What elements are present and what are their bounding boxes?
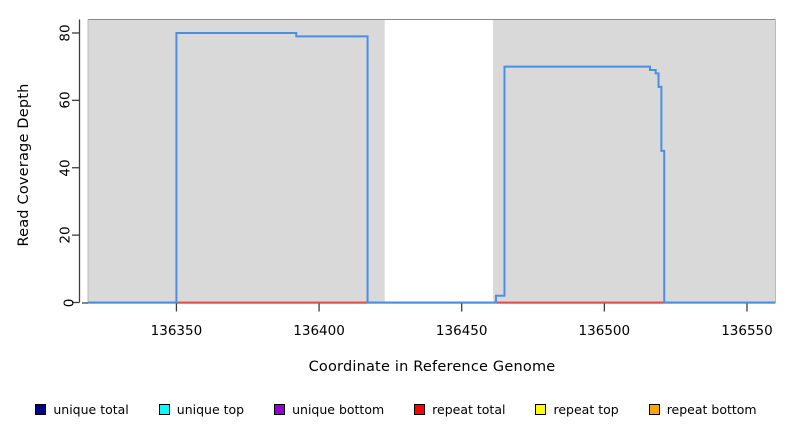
legend-item[interactable]: unique total — [35, 401, 129, 417]
legend-item[interactable]: repeat total — [414, 402, 505, 417]
legend-swatch-icon — [535, 403, 547, 415]
x-tick-label: 136350 — [150, 323, 203, 339]
y-axis-title: Read Coverage Depth — [16, 83, 32, 247]
x-tick-label: 136400 — [293, 323, 345, 339]
legend-item[interactable]: unique top — [158, 401, 245, 417]
legend-item[interactable]: unique bottom — [274, 402, 384, 417]
legend-item-label: repeat top — [553, 401, 619, 417]
legend-item-label: unique bottom — [292, 401, 385, 417]
legend-swatch-icon — [158, 403, 170, 415]
legend-swatch-icon — [648, 403, 660, 415]
x-tick-label: 136450 — [435, 323, 488, 339]
x-tick-label: 136500 — [578, 323, 631, 339]
y-tick-label: 0 — [61, 298, 78, 307]
legend-item-label: repeat bottom — [666, 401, 757, 417]
y-tick-label: 40 — [57, 159, 74, 177]
x-axis-title: Coordinate in Reference Genome — [308, 359, 556, 375]
legend-swatch-icon — [414, 403, 426, 415]
x-tick-label: 136550 — [721, 323, 773, 339]
legend-item-label: unique top — [176, 401, 245, 417]
y-tick-label: 20 — [57, 226, 74, 244]
legend-item[interactable]: repeat top — [535, 401, 619, 417]
legend-item[interactable]: repeat bottom — [648, 401, 757, 417]
legend-swatch-icon — [274, 403, 286, 415]
legend-item-label: unique total — [53, 401, 129, 417]
chart-legend: unique total unique top unique bottom repea… — [0, 398, 792, 420]
plot-panel — [87, 19, 776, 303]
legend-item-label: repeat total — [432, 401, 506, 417]
y-tick-label: 80 — [57, 24, 74, 42]
y-tick-label: 60 — [57, 91, 74, 109]
legend-swatch-icon — [35, 403, 47, 415]
plot-series — [88, 31, 776, 304]
